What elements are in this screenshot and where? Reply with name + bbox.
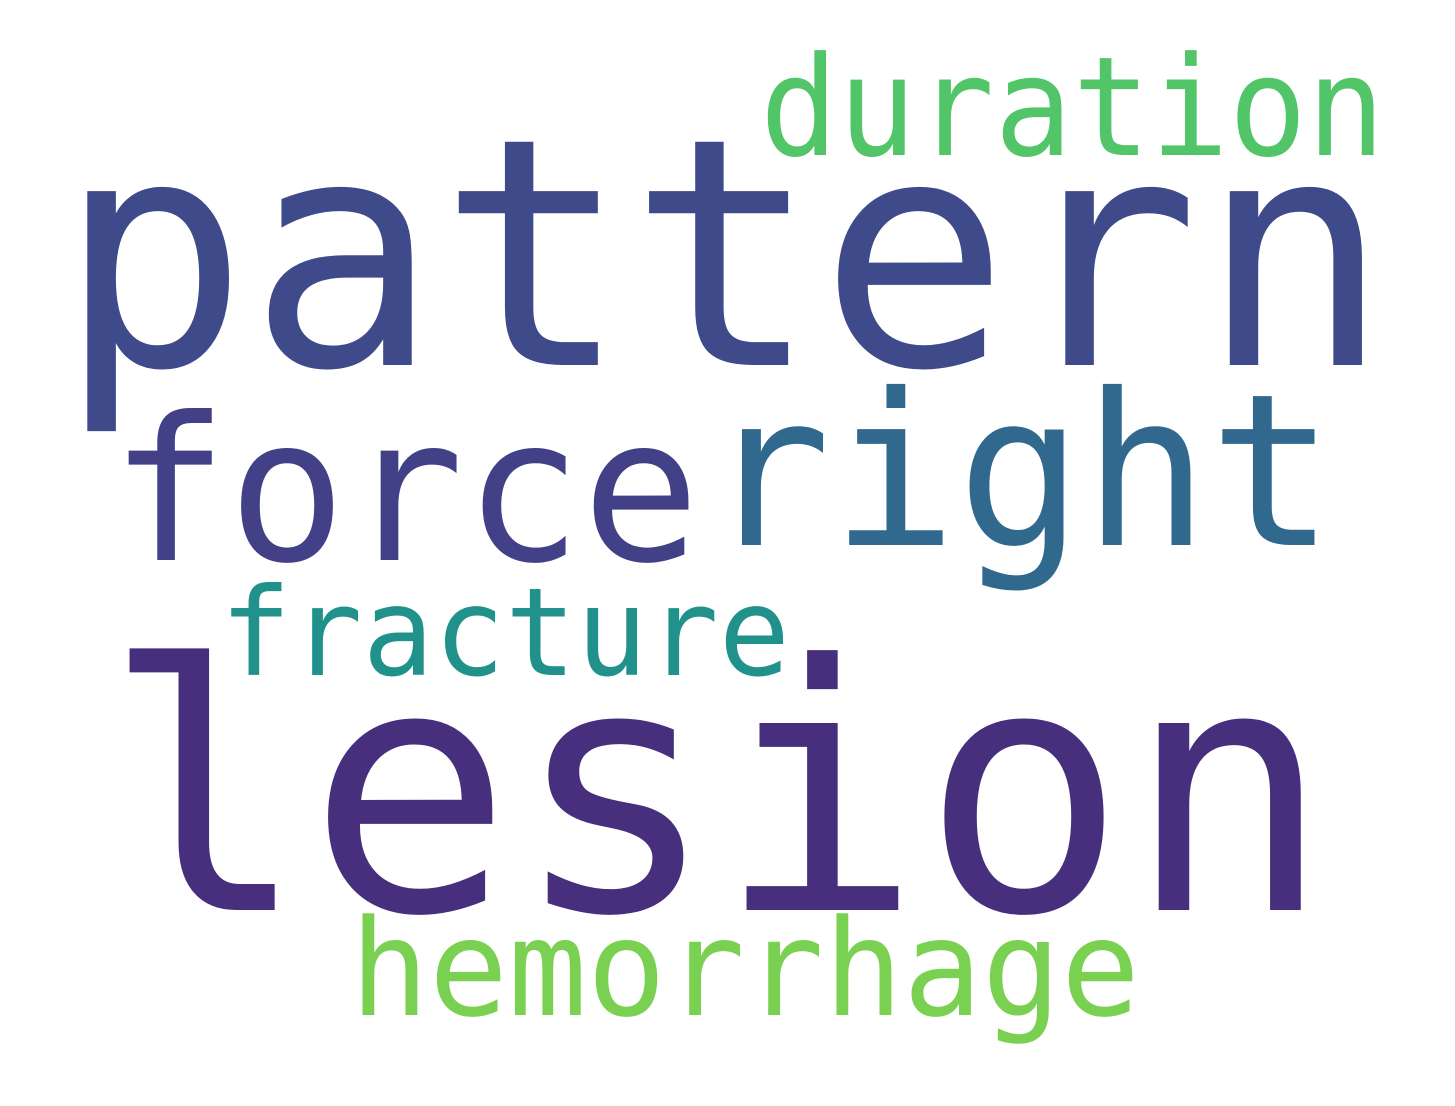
word: hemorrhage <box>350 891 1140 1047</box>
word: duration <box>760 27 1385 188</box>
word: pattern <box>58 70 1390 440</box>
word: fracture <box>220 562 790 704</box>
word: lesion <box>103 593 1331 991</box>
word: right <box>705 348 1335 595</box>
word: force <box>110 375 700 608</box>
